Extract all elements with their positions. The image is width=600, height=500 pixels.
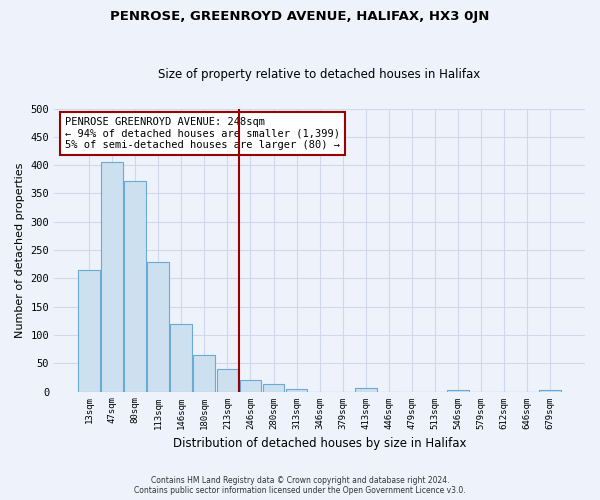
Bar (193, 355, 215, 392)
Bar (286, 388, 307, 392)
Bar (539, 390, 561, 392)
Bar (101, 162, 123, 392)
X-axis label: Distribution of detached houses by size in Halifax: Distribution of detached houses by size … (173, 437, 466, 450)
Bar (263, 384, 284, 392)
Y-axis label: Number of detached properties: Number of detached properties (15, 162, 25, 338)
Bar (124, 181, 146, 392)
Bar (355, 388, 377, 392)
Bar (447, 390, 469, 392)
Bar (239, 380, 262, 392)
Text: PENROSE GREENROYD AVENUE: 248sqm
← 94% of detached houses are smaller (1,399)
5%: PENROSE GREENROYD AVENUE: 248sqm ← 94% o… (65, 117, 340, 150)
Text: Contains HM Land Registry data © Crown copyright and database right 2024.
Contai: Contains HM Land Registry data © Crown c… (134, 476, 466, 495)
Text: PENROSE, GREENROYD AVENUE, HALIFAX, HX3 0JN: PENROSE, GREENROYD AVENUE, HALIFAX, HX3 … (110, 10, 490, 23)
Title: Size of property relative to detached houses in Halifax: Size of property relative to detached ho… (158, 68, 481, 81)
Bar (148, 262, 169, 392)
Bar (78, 270, 100, 392)
Bar (170, 324, 193, 392)
Bar (217, 369, 238, 392)
